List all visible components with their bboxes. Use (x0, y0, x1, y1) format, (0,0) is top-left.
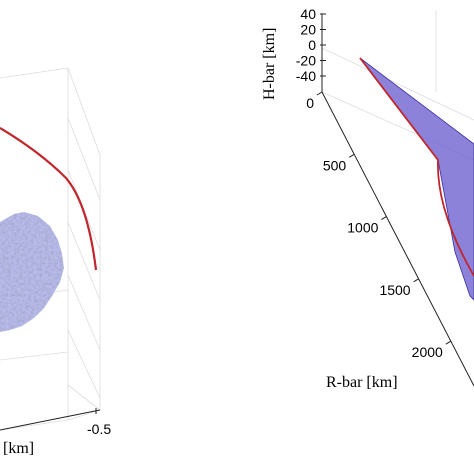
rbar-tick-mark (413, 278, 419, 283)
rbar-tick-label: 0 (306, 95, 314, 111)
left-x-axis-line (0, 409, 101, 431)
rbar-tick-label: 500 (323, 157, 347, 173)
hbar-tick-label: 20 (300, 22, 316, 38)
right-trajectory-curve (359, 57, 474, 277)
asteroid-body (0, 212, 64, 332)
rbar-axis: 0 500 1000 1500 2000 R-bar [km] (306, 91, 474, 391)
left-trajectory-curve (0, 127, 98, 271)
hbar-axis-label: H-bar [km] (261, 28, 278, 100)
rbar-tick-mark (381, 216, 387, 221)
hbar-tick-label: 40 (300, 6, 316, 22)
rbar-tick-mark (348, 153, 355, 158)
hbar-tick-label: -20 (296, 53, 316, 69)
rbar-tick-mark (316, 91, 323, 96)
left-x-axis-label-fragment: [km] (3, 440, 34, 457)
fan-surface (359, 57, 474, 301)
rbar-axis-label: R-bar [km] (326, 374, 398, 391)
left-3d-box-grid (0, 67, 101, 431)
rbar-tick-labels: 0 500 1000 1500 2000 (306, 91, 452, 360)
left-x-tick-label: -0.5 (87, 421, 111, 437)
rbar-tick-label: 1000 (347, 220, 378, 236)
rbar-tick-label: 1500 (379, 282, 410, 298)
rbar-tick-mark (445, 340, 452, 345)
hbar-tick-label: -40 (296, 68, 316, 84)
hbar-tick-label: 0 (308, 37, 316, 53)
rbar-tick-label: 2000 (412, 344, 443, 360)
left-panel: -0.5 [km] (0, 67, 111, 457)
